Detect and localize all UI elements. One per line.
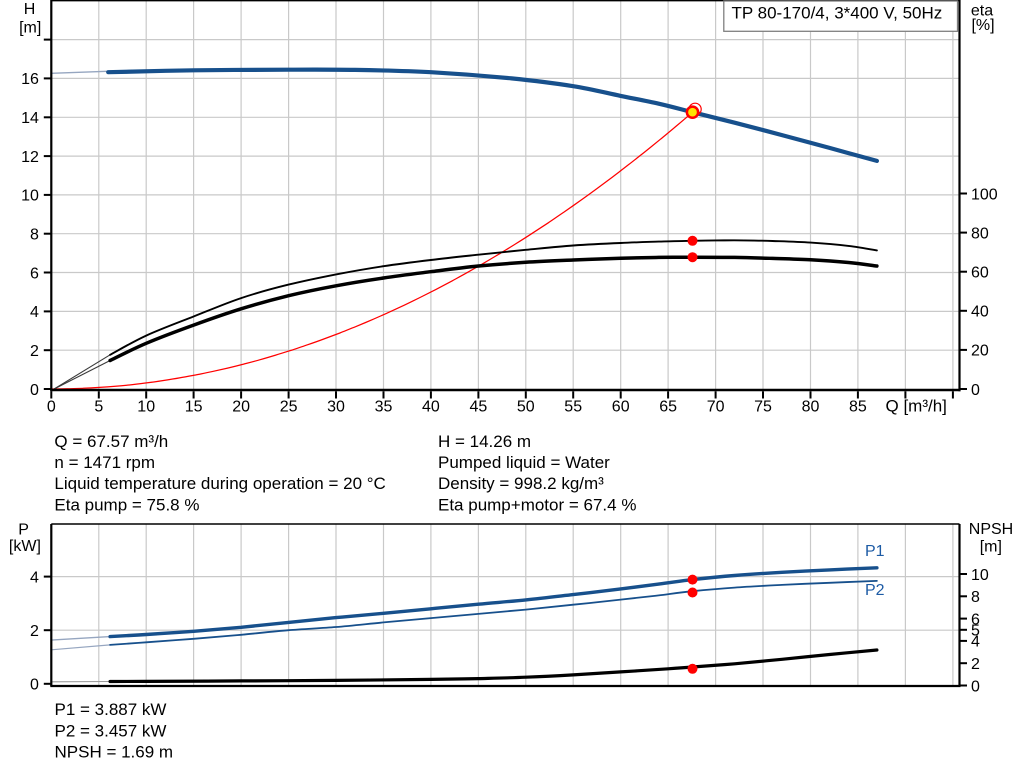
svg-text:60: 60 (971, 265, 989, 282)
svg-text:P2 = 3.457 kW: P2 = 3.457 kW (55, 721, 167, 740)
svg-text:8: 8 (971, 589, 980, 606)
svg-text:Eta pump = 75.8 %: Eta pump = 75.8 % (54, 495, 199, 514)
svg-text:Pumped liquid = Water: Pumped liquid = Water (438, 453, 610, 472)
svg-text:12: 12 (21, 149, 39, 166)
svg-text:Q [m³/h]: Q [m³/h] (886, 397, 947, 416)
svg-text:NPSH = 1.69 m: NPSH = 1.69 m (55, 743, 174, 762)
svg-text:40: 40 (971, 304, 989, 321)
svg-text:eta: eta (971, 3, 993, 20)
svg-text:45: 45 (470, 399, 488, 416)
svg-text:2: 2 (30, 343, 39, 360)
svg-text:20: 20 (232, 399, 250, 416)
svg-text:P2: P2 (865, 582, 885, 599)
svg-text:H: H (24, 1, 36, 18)
svg-text:8: 8 (30, 227, 39, 244)
svg-text:5: 5 (971, 623, 980, 640)
svg-text:6: 6 (30, 265, 39, 282)
svg-text:P: P (18, 521, 29, 538)
svg-text:0: 0 (30, 677, 39, 694)
svg-text:80: 80 (971, 225, 989, 242)
svg-text:P1: P1 (865, 543, 885, 560)
svg-text:70: 70 (707, 399, 725, 416)
svg-text:65: 65 (659, 399, 677, 416)
svg-text:[m]: [m] (19, 20, 41, 37)
svg-text:5: 5 (94, 399, 103, 416)
svg-text:2: 2 (30, 623, 39, 640)
svg-text:10: 10 (21, 188, 39, 205)
svg-text:0: 0 (47, 399, 56, 416)
svg-text:Density = 998.2 kg/m³: Density = 998.2 kg/m³ (438, 474, 604, 493)
svg-text:40: 40 (422, 399, 440, 416)
svg-text:20: 20 (971, 343, 989, 360)
svg-text:NPSH: NPSH (969, 521, 1013, 538)
svg-text:4: 4 (971, 634, 980, 651)
svg-text:10: 10 (971, 567, 989, 584)
svg-text:75: 75 (754, 399, 772, 416)
svg-text:55: 55 (564, 399, 582, 416)
svg-text:P1 = 3.887 kW: P1 = 3.887 kW (55, 700, 167, 719)
svg-text:[kW]: [kW] (9, 538, 41, 555)
svg-text:30: 30 (327, 399, 345, 416)
svg-text:[m]: [m] (980, 538, 1002, 555)
svg-text:80: 80 (802, 399, 820, 416)
svg-text:0: 0 (971, 678, 980, 695)
svg-text:10: 10 (137, 399, 155, 416)
svg-text:60: 60 (612, 399, 630, 416)
svg-text:14: 14 (21, 110, 39, 127)
svg-text:2: 2 (971, 656, 980, 673)
svg-text:85: 85 (849, 399, 867, 416)
svg-text:16: 16 (21, 71, 39, 88)
svg-text:H = 14.26 m: H = 14.26 m (438, 432, 531, 451)
svg-text:50: 50 (517, 399, 535, 416)
svg-text:Eta pump+motor = 67.4 %: Eta pump+motor = 67.4 % (438, 495, 636, 514)
svg-text:TP 80-170/4, 3*400 V, 50Hz: TP 80-170/4, 3*400 V, 50Hz (732, 4, 943, 23)
svg-text:15: 15 (185, 399, 203, 416)
svg-text:Liquid temperature during oper: Liquid temperature during operation = 20… (54, 474, 385, 493)
svg-text:100: 100 (971, 186, 998, 203)
svg-text:n = 1471 rpm: n = 1471 rpm (54, 453, 155, 472)
svg-text:0: 0 (30, 382, 39, 399)
svg-text:Q = 67.57 m³/h: Q = 67.57 m³/h (54, 432, 168, 451)
svg-text:6: 6 (971, 611, 980, 628)
svg-text:4: 4 (30, 304, 39, 321)
svg-text:35: 35 (375, 399, 393, 416)
svg-text:4: 4 (30, 569, 39, 586)
svg-text:0: 0 (971, 382, 980, 399)
svg-text:[%]: [%] (971, 17, 994, 34)
svg-text:25: 25 (280, 399, 298, 416)
